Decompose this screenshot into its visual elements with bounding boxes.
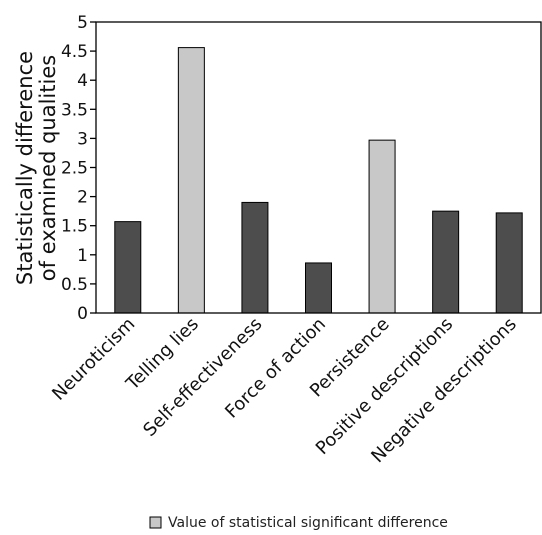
y-tick-label: 0 [77, 304, 88, 324]
y-axis-ticks: 0 0.5 1 1.5 2 2.5 3 3.5 4 4.5 5 [61, 13, 96, 324]
y-tick-label: 1.5 [61, 217, 88, 237]
legend: Value of statistical significant differe… [149, 515, 448, 531]
y-tick-label: 4.5 [61, 42, 88, 62]
bar-negative-descriptions [495, 212, 523, 314]
bar-persistence [368, 139, 396, 314]
y-tick-label: 3.5 [61, 100, 88, 120]
category-label: Neuroticism [48, 314, 139, 405]
bar-self-effectiveness [241, 201, 269, 314]
plot-area-border [95, 21, 542, 314]
category-label: Self-effectiveness [139, 314, 266, 441]
plot-frame [95, 21, 542, 314]
y-tick-label: 3 [77, 129, 88, 149]
legend-label: Value of statistical significant differe… [168, 515, 448, 531]
y-tick-label: 1 [77, 246, 88, 266]
bar-force-of-action [305, 262, 332, 314]
y-axis-title-line-1: Statistically difference [13, 51, 37, 285]
y-axis-title-line-2: of examined qualities [36, 55, 60, 281]
y-tick-label: 5 [77, 13, 88, 33]
bars [114, 47, 523, 314]
y-axis-title: Statistically difference of examined qua… [13, 51, 60, 285]
y-tick-label: 2.5 [61, 159, 88, 179]
bar-telling-lies [177, 47, 205, 314]
bar-neuroticism [114, 221, 142, 314]
y-tick-label: 4 [77, 71, 88, 91]
bar-positive-descriptions [432, 210, 460, 314]
y-tick-label: 0.5 [61, 275, 88, 295]
y-tick-label: 2 [77, 188, 88, 208]
legend-swatch [149, 516, 162, 529]
